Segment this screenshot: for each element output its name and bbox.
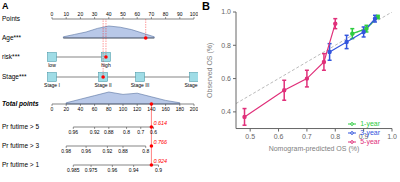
svg-text:0.8: 0.8 [142,148,149,154]
svg-text:Stage III: Stage III [131,82,150,88]
svg-text:0.94: 0.94 [129,167,139,173]
svg-text:10: 10 [63,11,69,17]
svg-text:0.96: 0.96 [81,148,91,154]
svg-text:Points: Points [8,15,21,22]
svg-text:0.6: 0.6 [274,133,284,140]
svg-text:30: 30 [92,11,98,17]
svg-text:0.9: 0.9 [155,167,162,173]
svg-text:A: A [8,1,9,11]
svg-text:Pr futime > 1: Pr futime > 1 [8,161,39,168]
svg-text:0.766: 0.766 [153,139,168,145]
svg-text:80: 80 [106,106,112,112]
svg-text:Stage***: Stage*** [8,73,27,81]
svg-text:Pr futime > 3: Pr futime > 3 [8,142,39,149]
svg-text:60: 60 [92,106,98,112]
svg-text:0.975: 0.975 [85,167,98,173]
svg-text:160: 160 [161,106,170,112]
svg-text:40: 40 [106,11,112,17]
svg-text:Age***: Age*** [8,34,22,42]
svg-text:0: 0 [51,106,54,112]
svg-text:Total points: Total points [8,100,39,108]
svg-text:20: 20 [63,106,69,112]
svg-text:60: 60 [134,11,140,17]
svg-text:0: 0 [51,11,54,17]
svg-text:100: 100 [119,106,128,112]
svg-text:40: 40 [78,106,84,112]
svg-text:0.9: 0.9 [359,133,369,140]
svg-text:80: 80 [163,11,169,17]
svg-text:Nomogram-predicted OS (%): Nomogram-predicted OS (%) [269,145,360,153]
svg-text:1.0: 1.0 [221,8,231,15]
svg-text:0.8: 0.8 [221,42,231,49]
svg-text:0.5: 0.5 [245,133,255,140]
svg-text:risk***: risk*** [8,53,20,60]
svg-text:0.614: 0.614 [153,120,167,126]
svg-text:0.96: 0.96 [68,129,78,135]
svg-text:90: 90 [177,11,183,17]
svg-text:Pr futime > 5: Pr futime > 5 [8,123,39,130]
svg-text:0.88: 0.88 [118,148,128,154]
svg-text:0.8: 0.8 [123,129,130,135]
svg-text:0.8: 0.8 [330,133,340,140]
svg-text:0.985: 0.985 [67,167,80,173]
svg-text:0.924: 0.924 [153,158,167,164]
svg-text:Stage II: Stage II [95,82,112,88]
svg-text:0.6: 0.6 [150,129,157,135]
svg-text:0.92: 0.92 [103,148,113,154]
svg-text:50: 50 [120,11,126,17]
svg-text:Stage IV: Stage IV [184,82,198,88]
svg-text:20: 20 [78,11,84,17]
svg-text:high: high [101,62,111,68]
svg-text:200: 200 [190,106,198,112]
svg-text:0.88: 0.88 [104,129,114,135]
svg-text:0.7: 0.7 [137,129,144,135]
svg-text:0.7: 0.7 [302,133,312,140]
svg-text:0.98: 0.98 [61,148,71,154]
svg-text:120: 120 [133,106,142,112]
svg-text:0.96: 0.96 [107,167,117,173]
svg-text:0.4: 0.4 [221,108,231,115]
svg-text:Observed OS (%): Observed OS (%) [206,43,214,98]
svg-text:1.0: 1.0 [387,133,392,140]
svg-text:180: 180 [176,106,185,112]
svg-text:low: low [48,62,56,68]
svg-text:70: 70 [149,11,155,17]
svg-text:0.92: 0.92 [90,129,100,135]
svg-text:100: 100 [190,11,198,17]
svg-text:Stage I: Stage I [44,82,60,88]
svg-text:0.6: 0.6 [221,75,231,82]
